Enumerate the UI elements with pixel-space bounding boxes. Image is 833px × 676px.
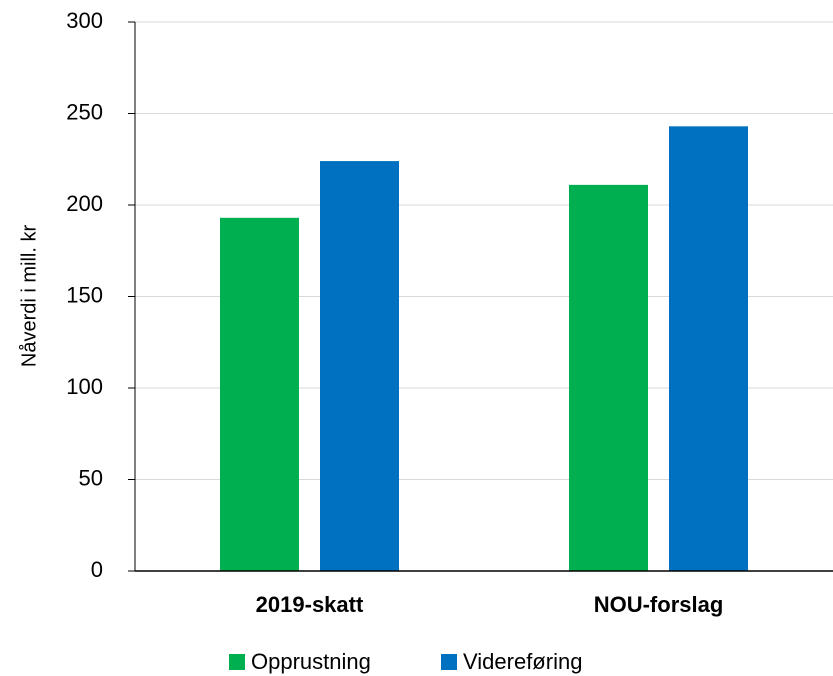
y-axis-label: Nåverdi i mill. kr xyxy=(18,225,40,368)
y-tick-label: 200 xyxy=(66,191,103,216)
legend-label: Opprustning xyxy=(251,649,371,674)
x-tick-label: 2019-skatt xyxy=(256,592,364,617)
y-tick-label: 300 xyxy=(66,8,103,33)
y-tick-label: 50 xyxy=(79,465,103,490)
bar xyxy=(569,184,648,571)
y-tick-label: 0 xyxy=(91,557,103,582)
y-tick-label: 150 xyxy=(66,282,103,307)
y-tick-label: 100 xyxy=(66,374,103,399)
bar xyxy=(669,126,748,571)
legend-swatch xyxy=(229,654,245,670)
y-tick-label: 250 xyxy=(66,99,103,124)
bar xyxy=(320,161,399,571)
legend-swatch xyxy=(441,654,457,670)
x-tick-label: NOU-forslag xyxy=(594,592,724,617)
bar xyxy=(220,217,299,571)
legend-label: Videreføring xyxy=(463,649,582,674)
